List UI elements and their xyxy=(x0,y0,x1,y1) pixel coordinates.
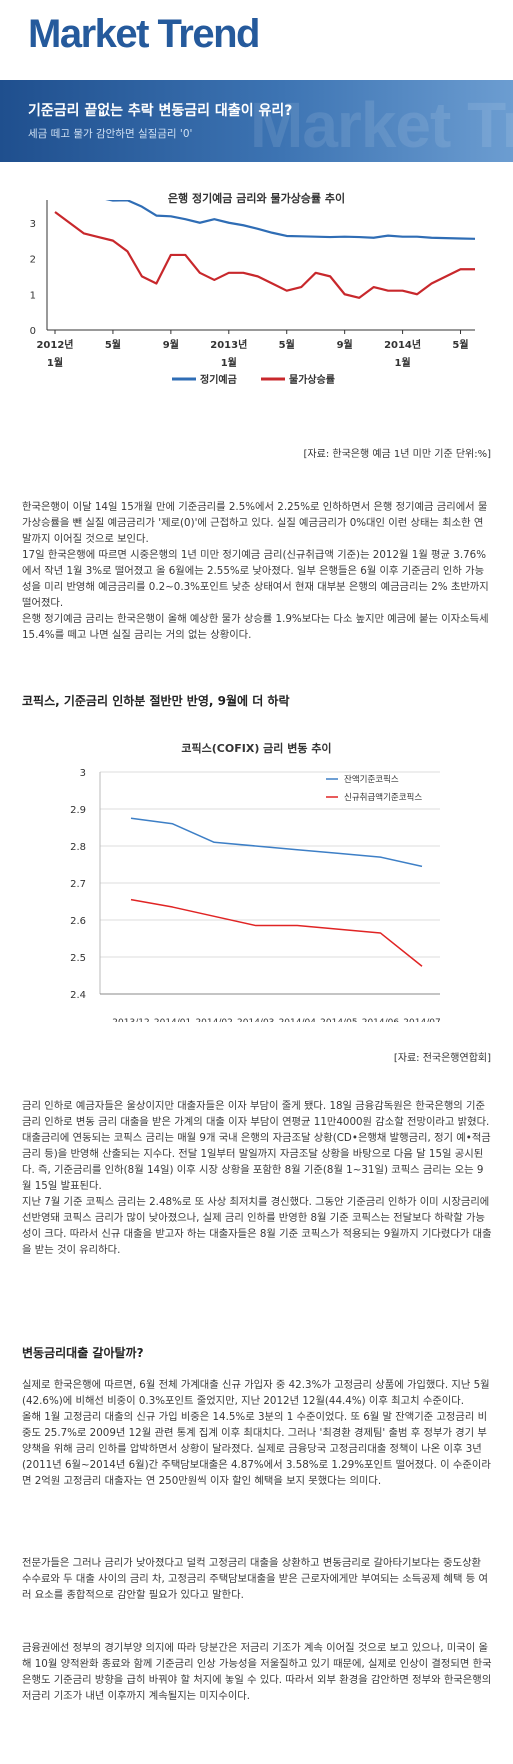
brand-logo-text: Market Trend xyxy=(28,12,260,56)
paragraph-line: 대출금리에 연동되는 코픽스 금리는 매월 9개 국내 은행의 자금조달 상황(… xyxy=(22,1132,491,1192)
article-paragraph-3: 실제로 한국은행에 따르면, 6월 전체 가계대출 신규 가입자 중 42.3%… xyxy=(22,1377,492,1489)
chart2-ytick: 2.9 xyxy=(70,805,86,816)
paragraph-line: 올해 1월 고정금리 대출의 신규 가입 비중은 14.5%로 3분의 1 수준… xyxy=(22,1411,491,1487)
chart1-ytick: 2 xyxy=(30,255,36,266)
article-subtitle: 세금 떼고 물가 감안하면 실질금리 '0' xyxy=(28,128,193,140)
article-paragraph-5: 금융권에선 정부의 경기부양 의지에 따라 당분간은 저금리 기조가 계속 이어… xyxy=(22,1640,492,1704)
chart2-xtick-label: 2014/04 xyxy=(279,1018,317,1022)
section-heading-cofix: 코픽스, 기준금리 인하분 절반만 반영, 9월에 더 하락 xyxy=(22,694,290,708)
chart1-xtick-label: 5월 xyxy=(279,339,295,351)
paragraph-line: 17일 한국은행에 따르면 시중은행의 1년 미만 정기예금 금리(신규취급액 … xyxy=(22,549,489,609)
chart2-ytick: 2.4 xyxy=(70,990,86,1001)
chart1-series-line-1 xyxy=(54,211,475,299)
paragraph-line: 지난 7월 기준 코픽스 금리는 2.48%로 또 사상 최저치를 경신했다. … xyxy=(22,1196,492,1256)
chart2-title: 코픽스(COFIX) 금리 변동 추이 xyxy=(181,742,332,755)
chart2-xtick-label: 2014/06 xyxy=(362,1018,400,1022)
chart1-xtick-label: 5월 xyxy=(452,339,468,351)
chart1-xtick-label: 2013년 xyxy=(210,338,247,351)
chart2-ytick: 2.5 xyxy=(70,953,86,964)
paragraph-line: 전문가들은 그러나 금리가 낮아졌다고 덜컥 고정금리 대출을 상환하고 변동금… xyxy=(22,1557,488,1601)
article-paragraph-1: 한국은행이 이달 14일 15개월 만에 기준금리를 2.5%에서 2.25%로… xyxy=(22,499,492,643)
chart1-xtick-label: 1월 xyxy=(395,357,411,369)
chart1-series-line-0 xyxy=(105,200,476,240)
chart1-legend-label: 물가상승률 xyxy=(289,373,335,386)
chart2-legend-label: 잔액기준코픽스 xyxy=(344,774,399,785)
paragraph-line: 한국은행이 이달 14일 15개월 만에 기준금리를 2.5%에서 2.25%로… xyxy=(22,501,488,545)
chart2-legend-label: 신규취급액기준코픽스 xyxy=(344,792,422,803)
paragraph-line: 실제로 한국은행에 따르면, 6월 전체 가계대출 신규 가입자 중 42.3%… xyxy=(22,1379,490,1407)
chart2-xtick-label: 2014/03 xyxy=(237,1018,274,1022)
headline-banner: Market Trend 기준금리 끝없는 추락 변동금리 대출이 유리? 세금… xyxy=(0,80,513,162)
chart1-source: [자료: 한국은행 예금 1년 미만 기준 단위:%] xyxy=(303,449,491,460)
chart2-xtick-label: 2014/02 xyxy=(195,1018,232,1022)
chart2-xtick-label: 2013/12 xyxy=(112,1018,149,1022)
chart1-legend-label: 정기예금 xyxy=(200,373,237,386)
section-heading-variable-loan: 변동금리대출 갈아탈까? xyxy=(22,1346,144,1360)
chart2-xtick-label: 2014/05 xyxy=(320,1018,357,1022)
chart2-ytick: 3 xyxy=(80,768,86,779)
article-title: 기준금리 끝없는 추락 변동금리 대출이 유리? xyxy=(28,103,293,119)
banner-watermark: Market Trend xyxy=(250,89,513,161)
chart1-xtick-label: 2014년 xyxy=(384,338,421,351)
chart2-source: [자료: 전국은행연합회] xyxy=(393,1053,491,1064)
chart2-series-line-1 xyxy=(130,898,423,967)
chart1-deposit-vs-inflation: 012342012년1월5월9월2013년1월5월9월2014년1월5월정기예금… xyxy=(30,200,476,386)
chart1-xtick-label: 1월 xyxy=(47,357,63,369)
article-paragraph-4: 전문가들은 그러나 금리가 낮아졌다고 덜컥 고정금리 대출을 상환하고 변동금… xyxy=(22,1555,492,1603)
chart1-ytick: 0 xyxy=(30,326,36,337)
chart2-xtick-label: 2014/01 xyxy=(154,1018,191,1022)
chart1-xtick-label: 9월 xyxy=(163,339,179,351)
paragraph-line: 금융권에선 정부의 경기부양 의지에 따라 당분간은 저금리 기조가 계속 이어… xyxy=(22,1642,492,1702)
chart2-xtick-label: 2014/07 xyxy=(403,1018,440,1022)
chart1-title: 은행 정기예금 금리와 물가상승률 추이 xyxy=(167,192,346,205)
chart2-cofix-trend: 2.4 2.5 2.6 2.7 2.8 2.9 3 2013/12 2014/01 2014/02… xyxy=(70,768,441,1022)
chart1-xtick-label: 5월 xyxy=(105,339,121,351)
article-paragraph-2: 금리 인하로 예금자들은 울상이지만 대출자들은 이자 부담이 줄게 됐다. 1… xyxy=(22,1098,492,1258)
chart2-ytick: 2.6 xyxy=(70,916,86,927)
chart1-xtick-label: 1월 xyxy=(221,357,237,369)
chart2-ytick: 2.8 xyxy=(70,842,86,853)
paragraph-line: 은행 정기예금 금리는 한국은행이 올해 예상한 물가 상승률 1.9%보다는 … xyxy=(22,613,489,641)
chart1-xtick-label: 2012년 xyxy=(36,338,73,351)
chart1-ytick: 3 xyxy=(30,219,36,230)
chart2-ytick: 2.7 xyxy=(70,879,86,890)
chart2-series-line-0 xyxy=(130,817,423,868)
chart1-xtick-label: 9월 xyxy=(337,339,353,351)
chart1-ytick: 1 xyxy=(30,290,36,301)
paragraph-line: 금리 인하로 예금자들은 울상이지만 대출자들은 이자 부담이 줄게 됐다. 1… xyxy=(22,1100,490,1128)
